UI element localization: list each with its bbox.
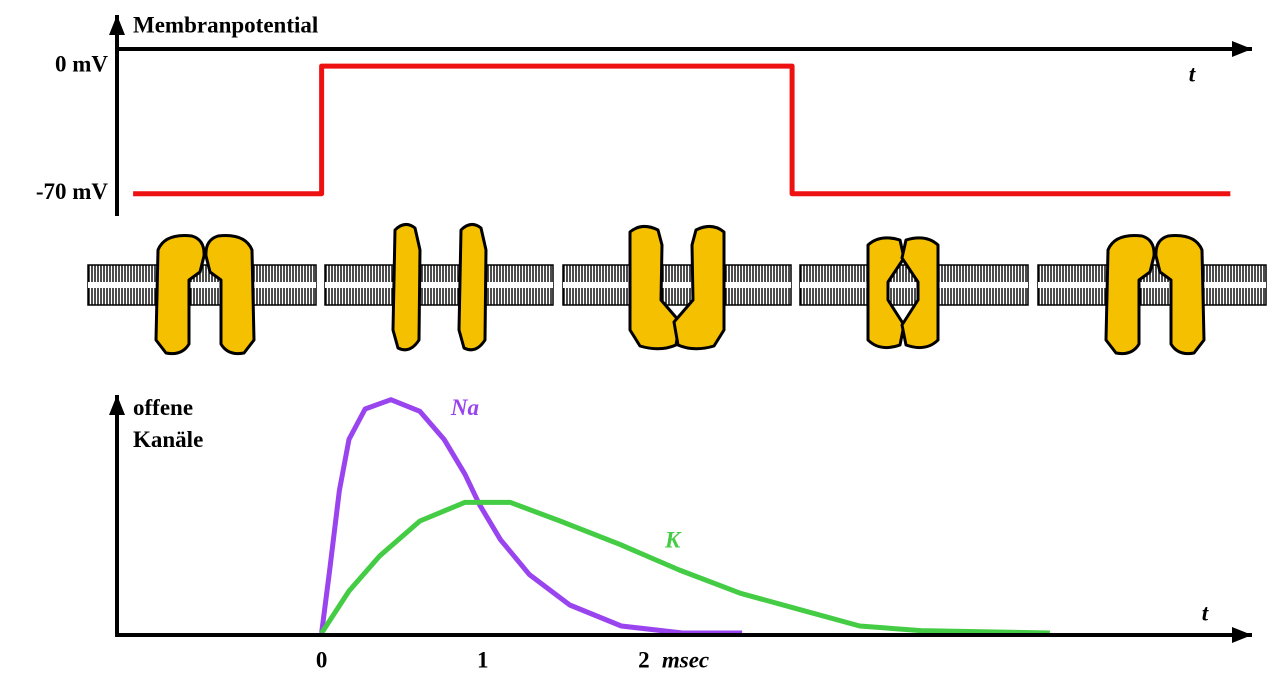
- axis-arrow: [109, 395, 125, 415]
- y-axis-label: offene Kanäle: [133, 392, 243, 456]
- axis-arrow: [109, 15, 125, 35]
- page: 0 mV -70 mV Membranpotential t Na K 0 1 2 t msec o…: [0, 0, 1270, 677]
- x-axis-label: t: [1202, 600, 1209, 625]
- axis-arrow: [1232, 627, 1252, 643]
- x-tick-label: 2: [638, 647, 650, 672]
- x-tick-label: 0: [316, 647, 328, 672]
- chart-title: Membranpotential: [133, 12, 318, 37]
- channel-curve: [322, 400, 743, 633]
- channel-curve: [322, 502, 1050, 633]
- series-label: Na: [450, 395, 479, 420]
- axis-arrow: [1232, 41, 1252, 57]
- x-tick-label: 1: [477, 647, 489, 672]
- membrane: [88, 265, 1266, 305]
- potential-line: [133, 66, 1230, 194]
- x-axis-label: t: [1189, 61, 1196, 86]
- y-tick-label: -70 mV: [36, 179, 109, 204]
- series-label: K: [664, 528, 682, 553]
- y-tick-label: 0 mV: [55, 51, 108, 76]
- diagram: 0 mV -70 mV Membranpotential t Na K 0 1 2 t msec: [0, 0, 1270, 677]
- x-unit-label: msec: [662, 647, 709, 672]
